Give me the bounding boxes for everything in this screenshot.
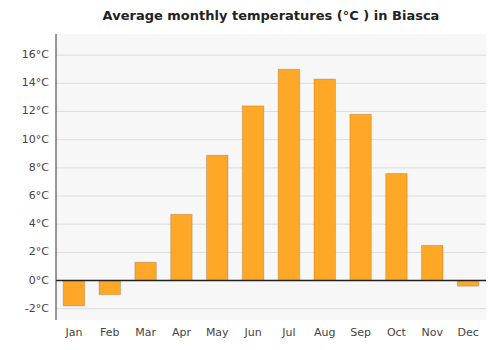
plot-area (56, 34, 486, 320)
x-tick-label: Jul (281, 326, 295, 339)
chart-container: -2°C 0°C 2°C 4°C 6°C 8°C 10°C 12°C 14°C 16°C Jan Fe… (0, 0, 500, 350)
bar (350, 114, 372, 280)
x-tick-label: Feb (100, 326, 119, 339)
x-tick-label: Dec (457, 326, 478, 339)
bar (99, 281, 121, 295)
y-tick-label: 16°C (22, 48, 49, 61)
y-axis-line (56, 34, 57, 320)
x-tick-label: Jun (243, 326, 261, 339)
y-tick-label: 6°C (29, 189, 49, 202)
title: Average monthly temperatures (°C ) in Bi… (103, 8, 440, 23)
y-tick-label: 0°C (29, 274, 49, 287)
x-tick-label: May (206, 326, 229, 339)
grid-line (56, 167, 486, 168)
grid-line (56, 196, 486, 197)
y-tick-label: 14°C (22, 76, 49, 89)
y-tick-label: 2°C (29, 245, 49, 258)
bar (422, 245, 444, 280)
bar (207, 155, 229, 280)
grid-line (56, 83, 486, 84)
y-tick-labels: -2°C 0°C 2°C 4°C 6°C 8°C 10°C 12°C 14°C 16°C (22, 48, 49, 315)
grid-line (56, 308, 486, 309)
x-tick-label: Aug (314, 326, 335, 339)
bars (63, 69, 479, 306)
chart: -2°C 0°C 2°C 4°C 6°C 8°C 10°C 12°C 14°C 16°C Jan Fe… (0, 0, 500, 350)
x-tick-label: Sep (350, 326, 371, 339)
x-tick-label: Jan (64, 326, 82, 339)
bar (386, 173, 408, 280)
x-tick-label: Mar (135, 326, 156, 339)
y-tick-label: 10°C (22, 133, 49, 146)
grid-line (56, 224, 486, 225)
zero-line (56, 280, 486, 282)
x-tick-label: Apr (172, 326, 192, 339)
bar (171, 214, 193, 280)
y-tick-label: 12°C (22, 104, 49, 117)
y-grid (56, 55, 486, 309)
x-tick-label: Oct (387, 326, 407, 339)
grid-line (56, 139, 486, 140)
bar (135, 262, 157, 280)
bar (242, 106, 263, 281)
y-tick-label: -2°C (25, 302, 49, 315)
grid-line (56, 111, 486, 112)
x-tick-labels: Jan Feb Mar Apr May Jun Jul Aug Sep Oct Nov Dec (64, 326, 478, 339)
bar (63, 281, 85, 306)
x-tick-label: Nov (422, 326, 444, 339)
grid-line (56, 280, 486, 281)
bar (278, 69, 300, 280)
y-tick-label: 4°C (29, 217, 49, 230)
bar (457, 281, 479, 287)
bar (314, 79, 336, 280)
y-tick-label: 8°C (29, 161, 49, 174)
grid-line (56, 55, 486, 56)
